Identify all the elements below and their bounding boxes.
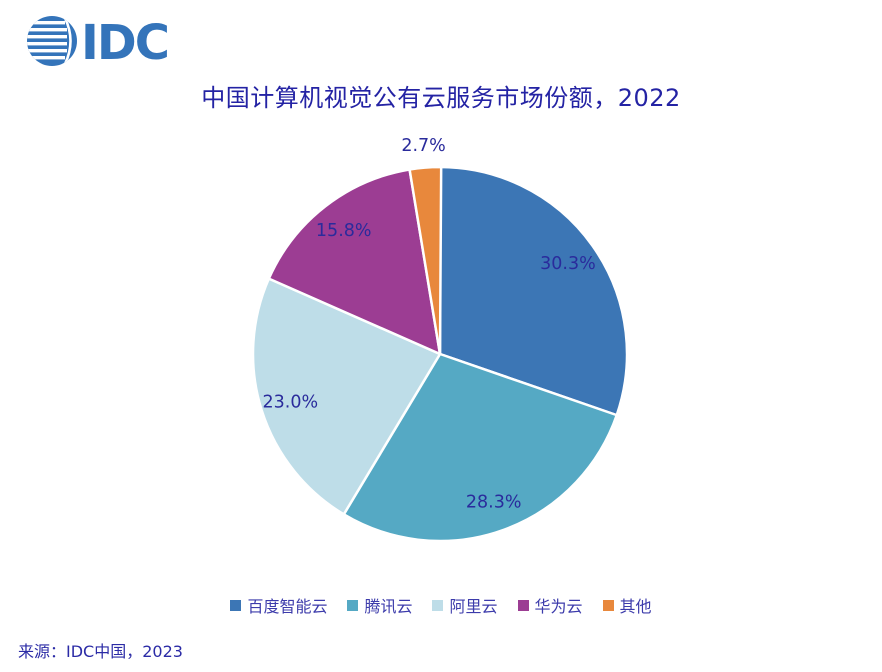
- pie-label-3: 15.8%: [316, 221, 372, 241]
- legend-swatch-icon: [602, 599, 614, 611]
- legend-label: 腾讯云: [364, 597, 413, 616]
- legend-swatch-icon: [517, 599, 529, 611]
- legend-swatch-icon: [432, 599, 444, 611]
- pie-slice-2: [251, 277, 442, 516]
- logo-text: IDC: [81, 15, 168, 68]
- legend-label: 阿里云: [449, 597, 498, 616]
- pie-label-2: 23.0%: [263, 393, 319, 413]
- pie-slice-3: [267, 168, 442, 356]
- legend-swatch-icon: [347, 599, 359, 611]
- legend-item: 华为云: [517, 593, 583, 617]
- legend-label: 华为云: [534, 597, 583, 616]
- pie-label-0: 30.3%: [540, 254, 596, 274]
- legend-item: 阿里云: [432, 593, 498, 617]
- pie-svg: 30.3% 28.3% 23.0% 15.8% 2.7%: [251, 136, 629, 543]
- legend-item: 腾讯云: [347, 593, 412, 617]
- legend-label: 百度智能云: [247, 597, 328, 616]
- legend-swatch-icon: [230, 599, 242, 611]
- pie-label-4: 2.7%: [401, 136, 445, 156]
- globe-icon: [27, 16, 77, 66]
- legend-label: 其他: [619, 597, 652, 616]
- pie-chart: 30.3% 28.3% 23.0% 15.8% 2.7%: [220, 134, 660, 574]
- source-note: 来源：IDC中国，2023: [18, 642, 183, 661]
- idc-logo: IDC: [25, 12, 175, 68]
- idc-logo-graphic: IDC: [27, 15, 170, 68]
- pie-slice-4: [408, 165, 443, 356]
- pie-slice-0: [438, 165, 629, 417]
- chart-title: 中国计算机视觉公有云服务市场份额，2022: [201, 84, 681, 112]
- pie-label-1: 28.3%: [466, 493, 522, 513]
- legend-item: 百度智能云: [230, 593, 327, 617]
- legend: 百度智能云 腾讯云 阿里云 华为云 其他: [0, 593, 882, 617]
- legend-item: 其他: [602, 593, 652, 617]
